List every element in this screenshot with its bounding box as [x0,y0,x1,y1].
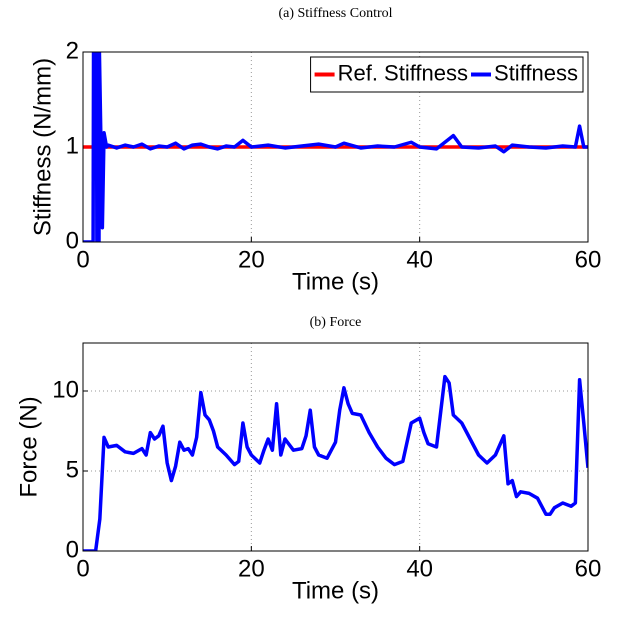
x-tick-label: 20 [238,555,265,582]
x-tick-label: 60 [575,555,602,582]
chart-title: (a) Stiffness Control [278,6,392,21]
data-line [83,52,588,242]
x-axis-label: Time (s) [292,268,379,295]
x-tick-label: 0 [76,555,89,582]
legend-box [310,56,584,93]
x-tick-label: 0 [76,246,89,273]
plot-frame [82,51,589,243]
y-tick-label: 0 [66,227,79,254]
x-tick-label: 40 [406,555,433,582]
data-line [83,374,588,551]
x-tick-label: 60 [575,246,602,273]
x-tick-label: 40 [406,246,433,273]
y-tick-label: 1 [66,132,79,159]
y-tick-label: 10 [52,376,79,403]
y-axis-label: Stiffness (N/mm) [29,58,56,236]
legend: Ref. Stiffness Stiffness [310,56,584,93]
plot-area [83,343,588,551]
y-tick-label: 0 [66,536,79,563]
x-axis-label: Time (s) [292,577,379,604]
x-tick-label: 20 [238,246,265,273]
y-axis-label: Force (N) [15,396,42,497]
legend-label: Stiffness [494,60,578,85]
legend-label: Ref. Stiffness [338,60,468,85]
chart-title: (b) Force [310,315,362,330]
y-tick-label: 5 [66,456,79,483]
plot-frame [82,342,589,552]
y-tick-label: 2 [66,37,79,64]
